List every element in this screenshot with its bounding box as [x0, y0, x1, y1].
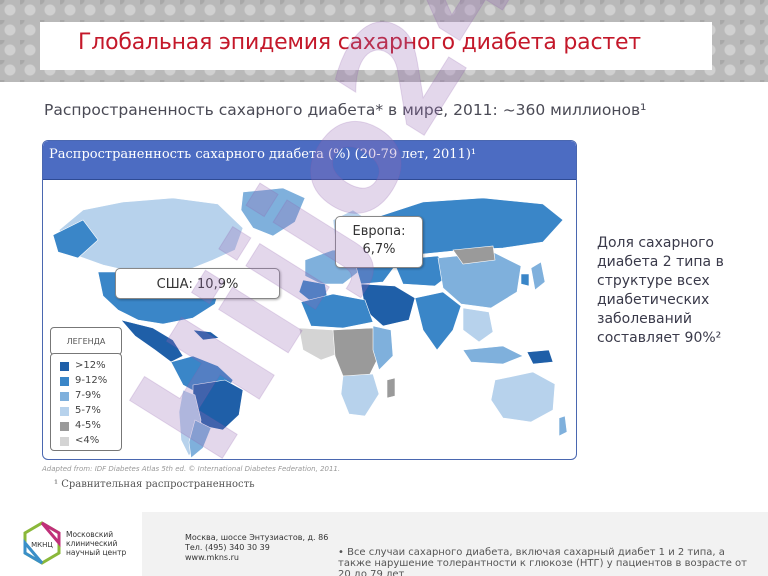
- legend-swatch: [60, 422, 69, 431]
- diabetes-definition-footnote: • Все случаи сахарного диабета, включая …: [338, 547, 747, 576]
- map-header-title: Распространенность сахарного диабета (%)…: [49, 147, 477, 162]
- europe-callout-value: 6,7%: [362, 242, 396, 257]
- website-link[interactable]: www.mkns.ru: [185, 553, 240, 562]
- region-australia: [490, 371, 556, 423]
- legend-label: <4%: [75, 435, 100, 446]
- contact-address: Москва, шоссе Энтузиастов, д. 86 Тел. (4…: [185, 533, 328, 563]
- region-indonesia: [462, 345, 524, 365]
- legend-swatch: [60, 407, 69, 416]
- world-prevalence-map: [52, 187, 568, 459]
- slide-title: Глобальная эпидемия сахарного диабета ра…: [78, 30, 641, 55]
- region-new-zealand: [558, 415, 568, 437]
- region-alaska: [52, 219, 99, 259]
- legend-swatch: [60, 392, 69, 401]
- region-southeast-asia: [462, 307, 494, 343]
- region-mexico: [120, 319, 184, 363]
- map-header-bar: Распространенность сахарного диабета (%)…: [43, 141, 576, 180]
- region-north-africa: [300, 293, 374, 329]
- legend-label: >12%: [75, 360, 106, 371]
- region-southern-africa: [340, 373, 380, 417]
- region-china: [437, 251, 522, 309]
- region-west-africa: [298, 327, 344, 361]
- region-canada: [58, 197, 244, 273]
- org-name-line: Московский: [66, 530, 114, 539]
- region-korea: [520, 273, 530, 287]
- region-greenland: [240, 187, 306, 237]
- legend-label: 7-9%: [75, 390, 101, 401]
- map-source-credit: Adapted from: IDF Diabetes Atlas 5th ed.…: [42, 465, 341, 473]
- org-name-line: научный центр: [66, 548, 127, 557]
- phone-line: Тел. (495) 340 30 39: [185, 543, 270, 552]
- region-madagascar: [386, 377, 396, 399]
- region-papua: [526, 349, 554, 365]
- legend-label: 5-7%: [75, 405, 101, 416]
- region-caribbean: [192, 329, 220, 341]
- usa-callout: США: 10,9%: [115, 268, 280, 299]
- region-japan: [530, 261, 546, 291]
- type2-share-text: Доля сахарного диабета 2 типа в структур…: [597, 235, 724, 346]
- region-east-africa: [372, 325, 394, 371]
- legend-label: 9-12%: [75, 375, 108, 386]
- slide-subtitle: Распространенность сахарного диабета* в …: [44, 101, 647, 119]
- europe-callout: Европа: 6,7%: [335, 216, 423, 268]
- region-india: [414, 291, 462, 351]
- address-line: Москва, шоссе Энтузиастов, д. 86: [185, 533, 329, 542]
- region-mongolia: [452, 245, 496, 265]
- title-background: [40, 22, 712, 70]
- legend: >12% 9-12% 7-9% 5-7% 4-5% <4%: [50, 353, 122, 451]
- legend-swatch: [60, 362, 69, 371]
- legend-label: 4-5%: [75, 420, 101, 431]
- region-argentina: [188, 419, 212, 459]
- mknc-logo: МКНЦ: [23, 521, 61, 565]
- europe-callout-label: Европа:: [352, 224, 406, 239]
- logo-text: МКНЦ: [31, 541, 53, 549]
- legend-swatch: [60, 437, 69, 446]
- map-panel: Распространенность сахарного диабета (%)…: [42, 140, 577, 460]
- map-footnote: ¹ Сравнительная распространенность: [54, 479, 255, 490]
- legend-swatch: [60, 377, 69, 386]
- legend-title: ЛЕГЕНДА: [50, 327, 122, 355]
- org-name-line: клинический: [66, 539, 118, 548]
- organization-name: Московский клинический научный центр: [66, 530, 136, 557]
